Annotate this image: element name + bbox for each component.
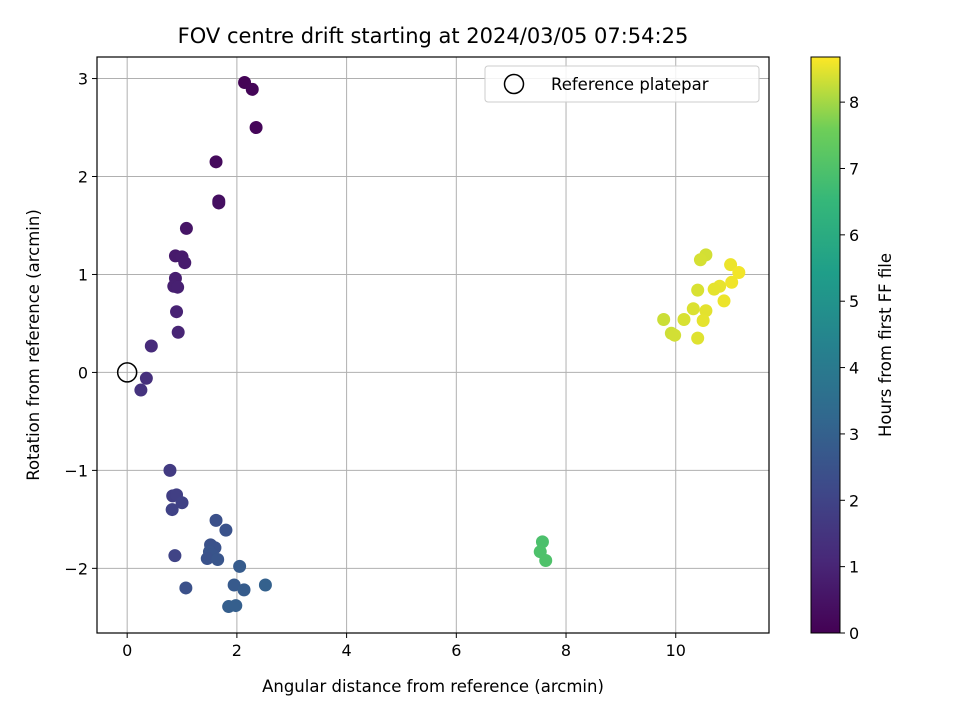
data-point bbox=[725, 275, 739, 289]
data-point bbox=[677, 313, 691, 327]
data-point bbox=[229, 599, 243, 613]
data-point bbox=[212, 196, 226, 210]
colorbar-tick-label: 2 bbox=[849, 491, 859, 510]
y-axis-title: Rotation from reference (arcmin) bbox=[24, 209, 43, 481]
data-point bbox=[699, 304, 713, 318]
data-point bbox=[211, 553, 225, 567]
x-tick-label: 8 bbox=[561, 641, 571, 660]
data-point bbox=[245, 82, 259, 96]
data-point bbox=[209, 513, 223, 527]
data-point bbox=[732, 266, 746, 280]
x-axis-title: Angular distance from reference (arcmin) bbox=[262, 677, 604, 696]
data-point bbox=[693, 253, 707, 267]
data-point bbox=[209, 155, 223, 169]
colorbar-tick-label: 3 bbox=[849, 425, 859, 444]
data-point bbox=[144, 339, 158, 353]
colorbar-label: Hours from first FF file bbox=[876, 253, 895, 437]
colorbar-tick-label: 0 bbox=[849, 624, 859, 643]
data-point bbox=[686, 302, 700, 316]
data-point bbox=[249, 121, 263, 135]
y-tick-label: 3 bbox=[78, 70, 88, 89]
data-point bbox=[258, 578, 272, 592]
legend-entry-reference-platepar: Reference platepar bbox=[551, 75, 709, 94]
data-point bbox=[139, 371, 153, 385]
data-point bbox=[233, 559, 247, 573]
colorbar-gradient bbox=[810, 56, 841, 634]
data-point bbox=[691, 283, 705, 297]
x-tick-label: 2 bbox=[232, 641, 242, 660]
plot-frame bbox=[96, 56, 770, 634]
colorbar-tick-label: 6 bbox=[849, 226, 859, 245]
data-point bbox=[724, 258, 738, 272]
colorbar-tick-label: 5 bbox=[849, 292, 859, 311]
colorbar-tick-label: 7 bbox=[849, 159, 859, 178]
data-point bbox=[171, 325, 185, 339]
x-tick-label: 6 bbox=[451, 641, 461, 660]
data-point bbox=[163, 463, 177, 477]
colorbar-tick-label: 1 bbox=[849, 558, 859, 577]
data-point bbox=[696, 314, 710, 328]
x-tick-label: 0 bbox=[122, 641, 132, 660]
data-point bbox=[171, 280, 185, 294]
data-point bbox=[227, 578, 241, 592]
data-point bbox=[539, 554, 553, 568]
grid bbox=[97, 57, 769, 633]
colorbar-ticks: 0 1 2 3 4 5 6 7 8 bbox=[840, 93, 859, 643]
y-tick-label: −2 bbox=[64, 559, 88, 578]
colorbar: 0 1 2 3 4 5 6 7 8 Hours from first FF file bbox=[810, 56, 895, 643]
data-point bbox=[707, 282, 721, 296]
x-axis-ticks: 0 2 4 6 8 10 bbox=[122, 633, 686, 660]
y-tick-label: 1 bbox=[78, 265, 88, 284]
y-tick-label: 0 bbox=[78, 363, 88, 382]
data-point bbox=[668, 328, 682, 342]
data-point bbox=[170, 305, 184, 319]
legend-box bbox=[484, 65, 760, 103]
x-tick-label: 4 bbox=[342, 641, 352, 660]
data-point bbox=[175, 496, 189, 510]
data-point bbox=[200, 552, 214, 566]
y-tick-label: −1 bbox=[64, 461, 88, 480]
chart-title: FOV centre drift starting at 2024/03/05 … bbox=[178, 24, 689, 48]
data-point bbox=[691, 331, 705, 345]
x-tick-label: 10 bbox=[666, 641, 686, 660]
data-point bbox=[165, 503, 179, 517]
data-point bbox=[219, 523, 233, 537]
data-point bbox=[178, 256, 192, 270]
legend-marker-icon bbox=[503, 73, 525, 95]
data-point bbox=[657, 313, 671, 327]
data-point bbox=[179, 581, 193, 595]
reference-platepar-marker bbox=[116, 362, 138, 383]
legend: Reference platepar bbox=[484, 65, 760, 103]
colorbar-tick-label: 8 bbox=[849, 93, 859, 112]
data-point bbox=[717, 294, 731, 308]
y-axis-ticks: −2 −1 0 1 2 3 bbox=[64, 70, 97, 578]
data-point bbox=[237, 583, 251, 597]
data-point bbox=[179, 221, 193, 235]
data-point bbox=[168, 549, 182, 563]
data-points bbox=[134, 75, 746, 614]
y-tick-label: 2 bbox=[78, 168, 88, 187]
data-point bbox=[535, 535, 549, 549]
data-point bbox=[134, 383, 148, 397]
colorbar-tick-label: 4 bbox=[849, 359, 859, 378]
